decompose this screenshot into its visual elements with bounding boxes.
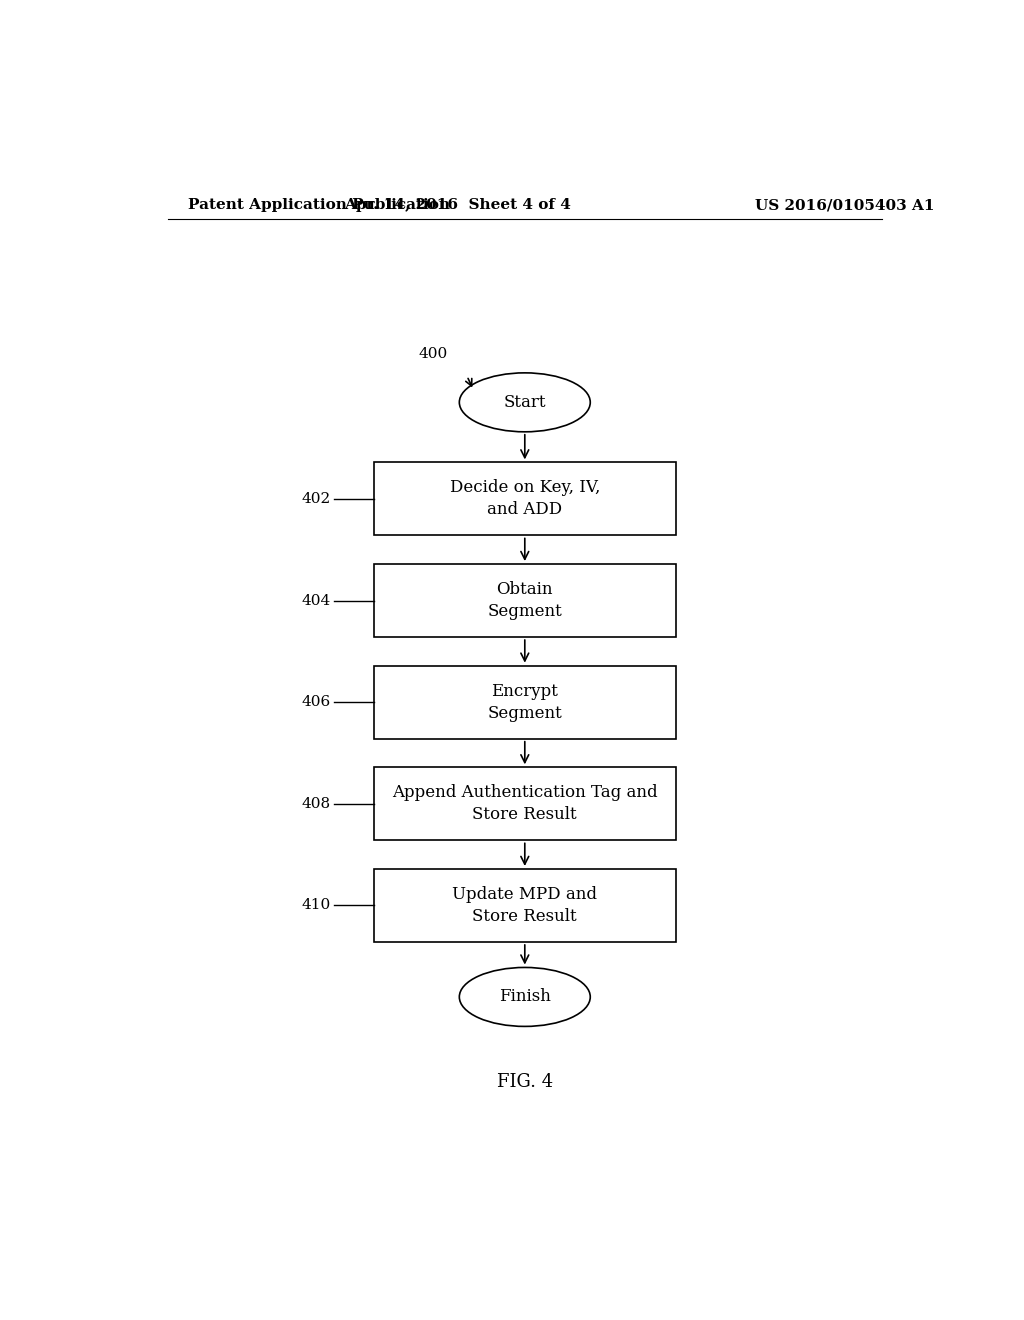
Text: Update MPD and
Store Result: Update MPD and Store Result xyxy=(453,886,597,925)
Text: FIG. 4: FIG. 4 xyxy=(497,1073,553,1092)
Text: Apr. 14, 2016  Sheet 4 of 4: Apr. 14, 2016 Sheet 4 of 4 xyxy=(344,198,570,213)
Text: Start: Start xyxy=(504,393,546,411)
Text: 400: 400 xyxy=(419,347,449,360)
Bar xyxy=(374,665,676,739)
Text: Decide on Key, IV,
and ADD: Decide on Key, IV, and ADD xyxy=(450,479,600,519)
Text: Patent Application Publication: Patent Application Publication xyxy=(187,198,450,213)
Text: 404: 404 xyxy=(301,594,331,607)
Bar xyxy=(374,767,676,841)
Bar xyxy=(374,462,676,536)
Text: Append Authentication Tag and
Store Result: Append Authentication Tag and Store Resu… xyxy=(392,784,657,824)
Bar xyxy=(374,869,676,942)
Text: 410: 410 xyxy=(301,899,331,912)
Text: Obtain
Segment: Obtain Segment xyxy=(487,581,562,620)
Text: 402: 402 xyxy=(301,492,331,506)
Text: Finish: Finish xyxy=(499,989,551,1006)
Bar xyxy=(374,564,676,638)
Text: 408: 408 xyxy=(301,797,331,810)
Text: US 2016/0105403 A1: US 2016/0105403 A1 xyxy=(755,198,935,213)
Text: Encrypt
Segment: Encrypt Segment xyxy=(487,682,562,722)
Text: 406: 406 xyxy=(301,696,331,709)
